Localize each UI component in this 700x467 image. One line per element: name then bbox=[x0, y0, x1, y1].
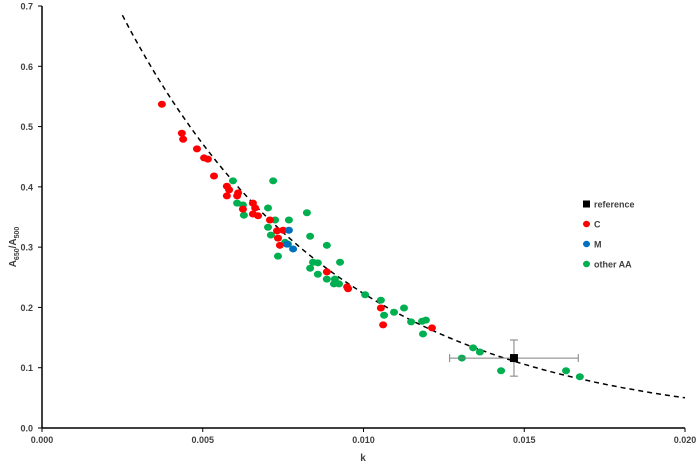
data-point-c bbox=[376, 304, 385, 312]
data-points bbox=[157, 100, 584, 381]
data-point-c bbox=[210, 172, 219, 180]
axes: 0.0 0.1 0.2 0.3 0.4 0.5 0.6 0.7 0.000 0.005 0.010 0… bbox=[20, 2, 696, 446]
data-point-other-aa bbox=[421, 316, 430, 324]
data-point-c bbox=[179, 135, 188, 143]
data-point-other-aa bbox=[239, 211, 248, 219]
data-point-c bbox=[279, 226, 288, 234]
data-point-c bbox=[344, 285, 353, 293]
data-point-c bbox=[233, 192, 242, 200]
legend-label: reference bbox=[594, 200, 635, 210]
data-point-other-aa bbox=[380, 311, 389, 319]
data-point-other-aa bbox=[322, 275, 331, 283]
data-point-c bbox=[427, 324, 436, 332]
data-point-other-aa bbox=[361, 291, 370, 299]
data-point-c bbox=[379, 321, 388, 329]
data-point-other-aa bbox=[418, 330, 427, 338]
data-point-other-aa bbox=[302, 209, 311, 217]
data-point-other-aa bbox=[306, 264, 315, 272]
legend-label: C bbox=[594, 220, 601, 230]
data-point-c bbox=[273, 227, 282, 235]
data-point-other-aa bbox=[562, 367, 571, 375]
data-point-other-aa bbox=[335, 280, 344, 288]
data-point-other-aa bbox=[264, 204, 273, 212]
x-axis-label: k bbox=[360, 453, 366, 462]
x-tick-label: 0.010 bbox=[352, 435, 375, 445]
data-point-c bbox=[192, 145, 201, 153]
data-point-other-aa bbox=[497, 367, 506, 375]
data-point-other-aa bbox=[390, 308, 399, 316]
x-tick-label: 0.005 bbox=[191, 435, 214, 445]
data-point-m bbox=[284, 226, 293, 234]
data-point-other-aa bbox=[313, 270, 322, 278]
legend-marker bbox=[583, 200, 590, 208]
y-tick-label: 0.6 bbox=[20, 62, 33, 72]
data-point-other-aa bbox=[273, 252, 282, 260]
data-point-c bbox=[273, 234, 282, 242]
legend-label: other AA bbox=[594, 260, 632, 270]
x-tick-label: 0.020 bbox=[674, 435, 697, 445]
data-point-other-aa bbox=[475, 348, 484, 356]
y-tick-label: 0.4 bbox=[20, 182, 33, 192]
legend-marker bbox=[583, 260, 590, 268]
data-point-c bbox=[222, 192, 231, 200]
data-point-other-aa bbox=[228, 177, 237, 185]
data-point-c bbox=[203, 155, 212, 163]
data-point-other-aa bbox=[313, 259, 322, 267]
data-point-other-aa bbox=[269, 177, 278, 185]
data-point-c bbox=[177, 129, 186, 137]
legend-marker bbox=[583, 220, 590, 228]
data-point-c bbox=[265, 216, 274, 224]
data-point-other-aa bbox=[336, 258, 345, 266]
data-point-other-aa bbox=[322, 241, 331, 249]
data-point-other-aa bbox=[376, 296, 385, 304]
y-tick-label: 0.1 bbox=[20, 363, 33, 373]
y-tick-label: 0.7 bbox=[20, 2, 33, 12]
data-point-other-aa bbox=[575, 373, 584, 381]
legend-label: M bbox=[594, 240, 602, 250]
data-point-c bbox=[225, 186, 234, 194]
data-point-c bbox=[254, 212, 263, 220]
reference-point bbox=[509, 354, 518, 363]
data-point-c bbox=[157, 100, 166, 108]
data-point-other-aa bbox=[306, 232, 315, 240]
data-point-m bbox=[282, 240, 291, 248]
x-tick-label: 0.015 bbox=[513, 435, 536, 445]
data-point-other-aa bbox=[469, 344, 478, 352]
fit-curve bbox=[121, 14, 686, 399]
data-point-other-aa bbox=[284, 216, 293, 224]
data-point-other-aa bbox=[400, 304, 409, 312]
legend-marker bbox=[583, 240, 590, 248]
data-point-c bbox=[251, 204, 260, 212]
y-tick-label: 0.0 bbox=[20, 424, 33, 434]
data-point-c bbox=[275, 241, 284, 249]
data-point-other-aa bbox=[407, 318, 416, 326]
y-tick-label: 0.3 bbox=[20, 243, 33, 253]
data-point-other-aa bbox=[264, 223, 273, 231]
y-tick-label: 0.5 bbox=[20, 122, 33, 132]
x-tick-label: 0.000 bbox=[31, 435, 54, 445]
data-point-m bbox=[289, 245, 298, 253]
y-tick-label: 0.2 bbox=[20, 303, 33, 313]
data-point-other-aa bbox=[266, 231, 275, 239]
y-axis-label: A650/A500 bbox=[8, 227, 21, 268]
fit-curve-group bbox=[121, 14, 686, 399]
data-point-c bbox=[322, 268, 331, 276]
data-point-c bbox=[238, 205, 247, 213]
